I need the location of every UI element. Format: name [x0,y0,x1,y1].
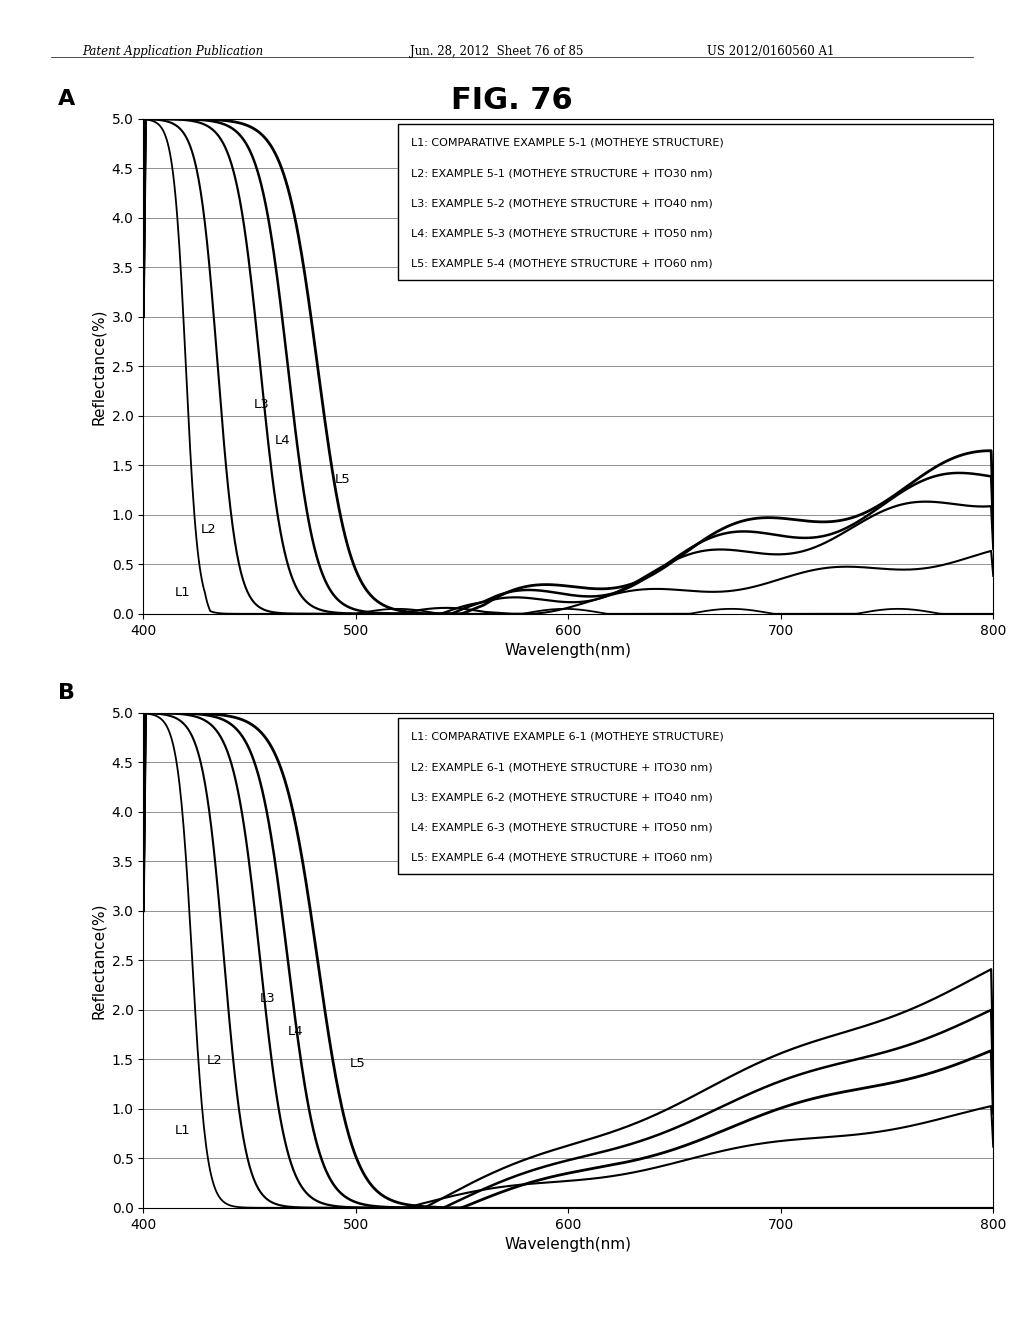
Y-axis label: Reflectance(%): Reflectance(%) [91,902,106,1019]
X-axis label: Wavelength(nm): Wavelength(nm) [505,643,632,659]
Text: L2: L2 [207,1055,223,1068]
Text: L1: L1 [175,1123,191,1137]
Text: L1: COMPARATIVE EXAMPLE 6-1 (MOTHEYE STRUCTURE): L1: COMPARATIVE EXAMPLE 6-1 (MOTHEYE STR… [411,731,724,742]
FancyBboxPatch shape [398,124,995,280]
Text: Patent Application Publication: Patent Application Publication [82,45,263,58]
Text: L2: EXAMPLE 5-1 (MOTHEYE STRUCTURE + ITO30 nm): L2: EXAMPLE 5-1 (MOTHEYE STRUCTURE + ITO… [411,168,713,178]
Text: L3: EXAMPLE 6-2 (MOTHEYE STRUCTURE + ITO40 nm): L3: EXAMPLE 6-2 (MOTHEYE STRUCTURE + ITO… [411,792,713,803]
Text: L3: L3 [260,991,276,1005]
Text: L1: COMPARATIVE EXAMPLE 5-1 (MOTHEYE STRUCTURE): L1: COMPARATIVE EXAMPLE 5-1 (MOTHEYE STR… [411,137,724,148]
Text: Jun. 28, 2012  Sheet 76 of 85: Jun. 28, 2012 Sheet 76 of 85 [410,45,583,58]
Text: L3: L3 [254,397,269,411]
Text: L5: L5 [335,473,350,486]
X-axis label: Wavelength(nm): Wavelength(nm) [505,1237,632,1253]
Text: L4: L4 [288,1024,303,1038]
Text: L4: EXAMPLE 5-3 (MOTHEYE STRUCTURE + ITO50 nm): L4: EXAMPLE 5-3 (MOTHEYE STRUCTURE + ITO… [411,228,713,239]
Text: L5: EXAMPLE 5-4 (MOTHEYE STRUCTURE + ITO60 nm): L5: EXAMPLE 5-4 (MOTHEYE STRUCTURE + ITO… [411,259,713,268]
FancyBboxPatch shape [398,718,995,874]
Text: L5: EXAMPLE 6-4 (MOTHEYE STRUCTURE + ITO60 nm): L5: EXAMPLE 6-4 (MOTHEYE STRUCTURE + ITO… [411,853,713,862]
Text: A: A [58,88,76,108]
Text: L2: L2 [201,523,216,536]
Text: L3: EXAMPLE 5-2 (MOTHEYE STRUCTURE + ITO40 nm): L3: EXAMPLE 5-2 (MOTHEYE STRUCTURE + ITO… [411,198,713,209]
Text: B: B [58,682,76,702]
Text: FIG. 76: FIG. 76 [452,86,572,115]
Y-axis label: Reflectance(%): Reflectance(%) [91,308,106,425]
Text: L5: L5 [349,1057,366,1071]
Text: L4: L4 [275,433,291,446]
Text: US 2012/0160560 A1: US 2012/0160560 A1 [707,45,834,58]
Text: L2: EXAMPLE 6-1 (MOTHEYE STRUCTURE + ITO30 nm): L2: EXAMPLE 6-1 (MOTHEYE STRUCTURE + ITO… [411,762,713,772]
Text: L1: L1 [175,586,191,599]
Text: L4: EXAMPLE 6-3 (MOTHEYE STRUCTURE + ITO50 nm): L4: EXAMPLE 6-3 (MOTHEYE STRUCTURE + ITO… [411,822,713,833]
